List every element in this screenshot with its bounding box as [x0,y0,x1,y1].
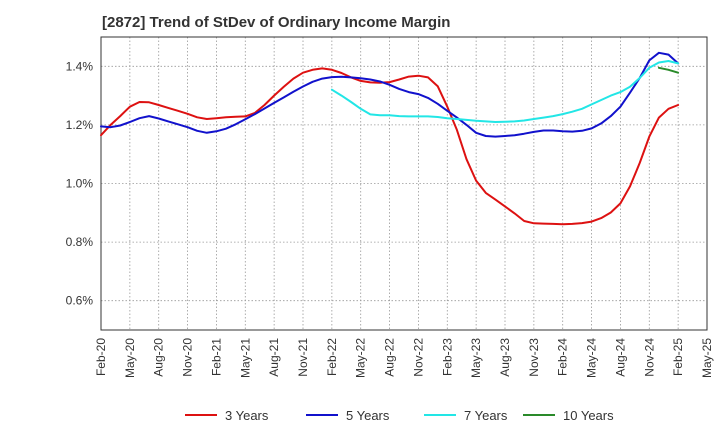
x-tick-label: Feb-25 [671,338,685,376]
x-tick-label: Nov-24 [642,338,656,377]
x-tick-label: May-22 [354,338,368,378]
series-line-5-years [100,51,680,138]
x-tick-label: Aug-20 [152,338,166,377]
x-tick-label: May-21 [238,338,252,378]
x-tick-label: Aug-22 [383,338,397,377]
x-tick-label: May-25 [700,338,714,378]
x-tick-label: Aug-21 [267,338,281,377]
legend-label: 7 Years [464,408,508,423]
legend: 3 Years 5 Years 7 Years 10 Years [185,408,614,423]
y-tick-label: 1.0% [66,177,94,191]
x-tick-label: Aug-24 [613,338,627,377]
x-tick-label: May-23 [469,338,483,378]
x-tick-label: Feb-23 [440,338,454,376]
plot-frame [100,36,708,331]
y-tick-label: 0.8% [66,235,94,249]
x-tick-labels: Feb-20 May-20 Aug-20 Nov-20 Feb-21 May-21 Aug-… [94,338,714,378]
x-tick-label: May-20 [123,338,137,378]
x-tick-label: Feb-21 [209,338,223,376]
x-tick-label: Aug-23 [498,338,512,377]
x-tick-label: Feb-24 [556,338,570,376]
x-tick-label: Nov-22 [411,338,425,377]
series-lines [100,51,680,226]
legend-label: 3 Years [225,408,269,423]
grid [100,37,708,330]
x-tick-label: Nov-23 [527,338,541,377]
y-tick-label: 0.6% [66,294,94,308]
x-tick-label: Nov-21 [296,338,310,377]
chart-title: [2872] Trend of StDev of Ordinary Income… [102,14,451,31]
x-tick-label: Feb-20 [94,338,108,376]
y-tick-label: 1.2% [66,118,94,132]
y-tick-labels: 0.6% 0.8% 1.0% 1.2% 1.4% [66,59,94,307]
x-tick-label: May-24 [585,338,599,378]
y-tick-label: 1.4% [66,59,94,73]
x-tick-label: Nov-20 [181,338,195,377]
series-line-10-years [657,66,680,74]
series-line-3-years [100,67,680,226]
x-tick-label: Feb-22 [325,338,339,376]
series-line-7-years [330,60,680,123]
legend-label: 10 Years [563,408,614,423]
legend-label: 5 Years [346,408,390,423]
axes [100,36,708,331]
